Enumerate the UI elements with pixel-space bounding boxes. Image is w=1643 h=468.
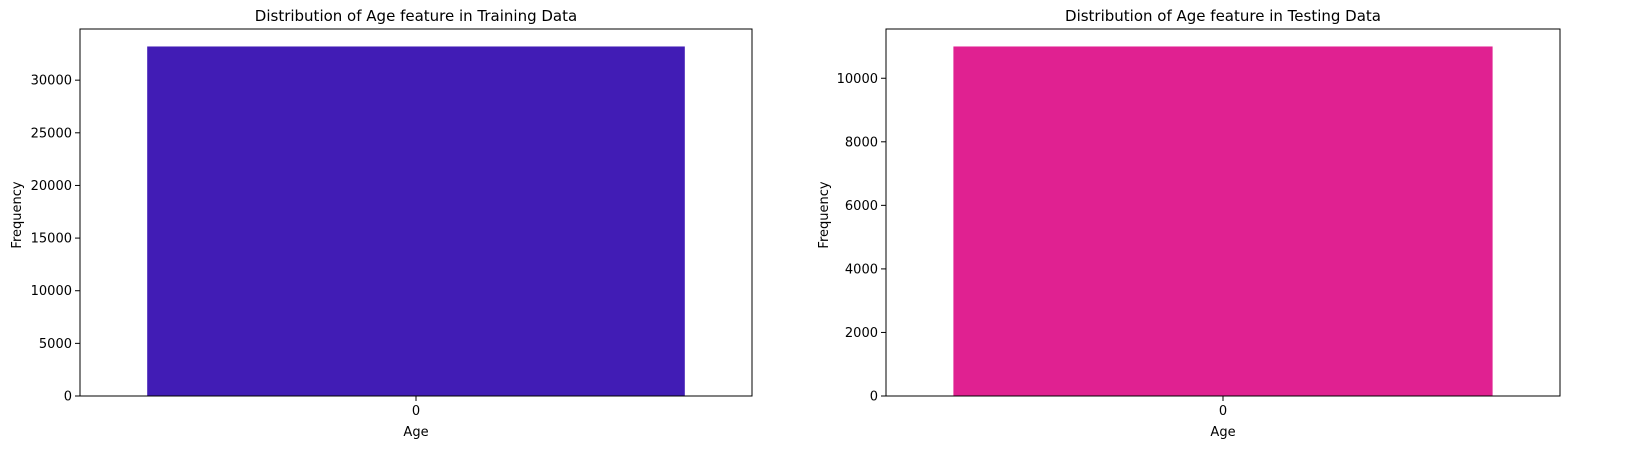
y-tick-label: 6000 bbox=[845, 199, 878, 214]
x-tick-label: 0 bbox=[1219, 404, 1227, 419]
axes-frame bbox=[885, 28, 1561, 397]
y-tick-label: 0 bbox=[64, 390, 72, 405]
plot-area: 0 5000 10000 15000 20000 25000 30000 0 bbox=[31, 28, 753, 419]
bar bbox=[953, 46, 1493, 396]
y-tick-label: 4000 bbox=[845, 262, 878, 277]
y-axis-label: Frequency bbox=[817, 181, 832, 248]
y-tick-label: 10000 bbox=[837, 72, 878, 87]
x-axis-label: Age bbox=[403, 425, 428, 440]
y-tick-label: 15000 bbox=[31, 232, 72, 247]
y-tick-label: 20000 bbox=[31, 179, 72, 194]
plot-area: 0 2000 4000 6000 8000 10000 0 bbox=[837, 28, 1561, 419]
y-tick-label: 0 bbox=[870, 390, 878, 405]
y-axis-label: Frequency bbox=[10, 181, 25, 248]
y-tick-label: 25000 bbox=[31, 126, 72, 141]
chart-title: Distribution of Age feature in Testing D… bbox=[1065, 7, 1381, 25]
training-age-chart: Distribution of Age feature in Training … bbox=[10, 7, 753, 440]
y-tick-label: 8000 bbox=[845, 135, 878, 150]
chart-title: Distribution of Age feature in Training … bbox=[255, 7, 577, 25]
y-tick-label: 10000 bbox=[31, 284, 72, 299]
y-tick-label: 5000 bbox=[39, 337, 72, 352]
axes-frame bbox=[79, 28, 753, 397]
bar bbox=[147, 46, 685, 396]
x-axis-label: Age bbox=[1210, 425, 1235, 440]
y-tick-label: 30000 bbox=[31, 74, 72, 89]
x-tick-label: 0 bbox=[412, 404, 420, 419]
y-tick-label: 2000 bbox=[845, 326, 878, 341]
testing-age-chart: Distribution of Age feature in Testing D… bbox=[817, 7, 1561, 440]
